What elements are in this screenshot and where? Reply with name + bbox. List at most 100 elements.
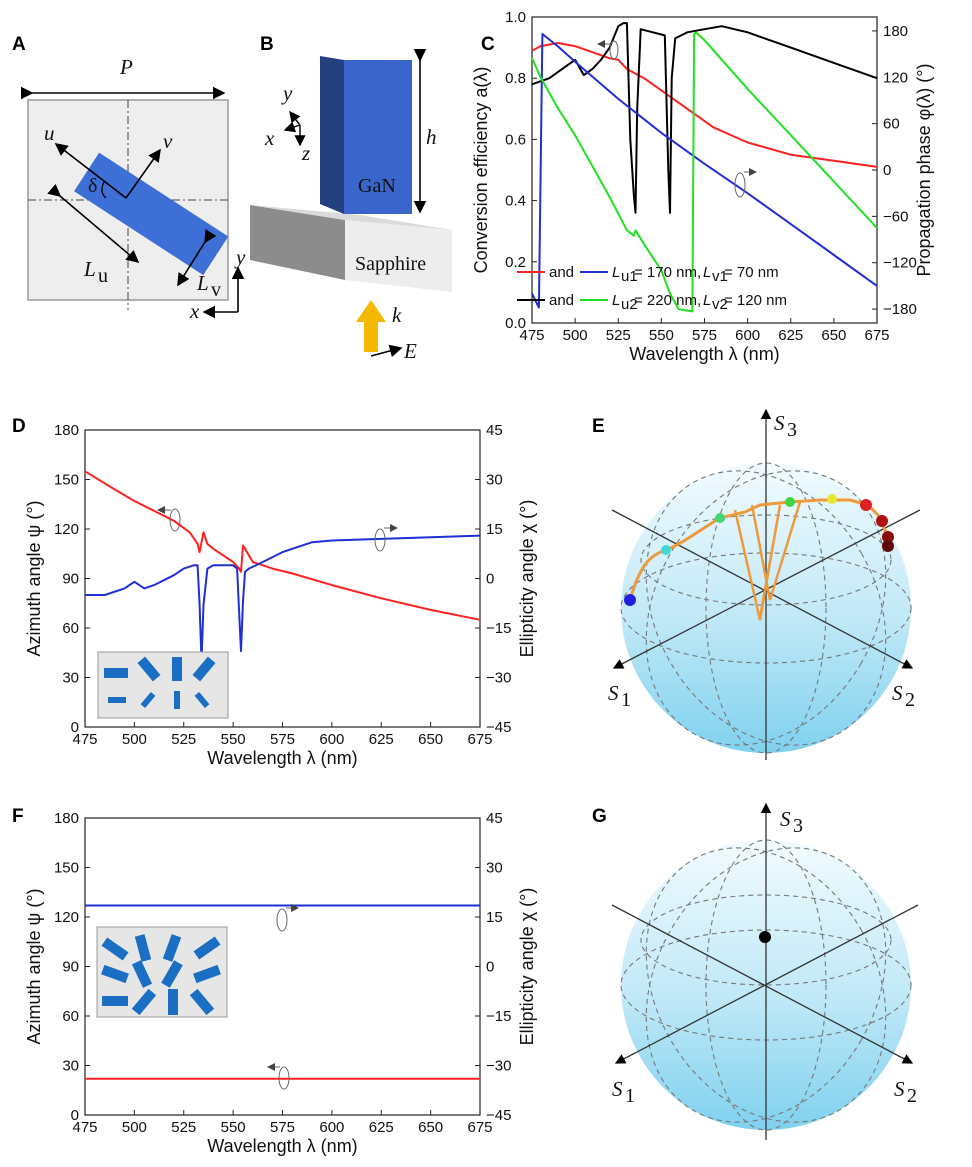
legend-2-param-v: = 120 nm [724, 292, 787, 309]
y-label: y [234, 245, 246, 269]
left-axis-marker-c [609, 40, 619, 60]
x-tick-label: 625 [369, 1119, 394, 1136]
y2-axis-label: Propagation phase φ(λ) (°) [914, 64, 934, 277]
y2-tick-label: 0 [486, 959, 494, 976]
legend-1-param-u: = 170 nm, [634, 264, 701, 281]
y2-tick-label: 45 [486, 810, 503, 827]
x-axis-label: Wavelength λ (nm) [629, 344, 779, 364]
panel-c: C 475 500 525 550 575 600 625 650 6750.00.20.40.… [471, 9, 934, 364]
inset-d-bar [172, 657, 182, 681]
k-arrow [356, 300, 386, 352]
x-tick-label: 475 [72, 1119, 97, 1136]
x-label: x [189, 299, 200, 323]
y-tick-label: 120 [54, 521, 79, 538]
series-line-4 [531, 31, 878, 313]
y2-tick-label: −15 [486, 1008, 511, 1025]
panel-g: G S 1 S 2 S 3 [592, 802, 919, 1140]
x-tick-label: 650 [821, 327, 846, 344]
y2-tick-label: 60 [883, 116, 900, 133]
trajectory-point [715, 513, 725, 523]
y-tick-label: 60 [62, 620, 79, 637]
panel-e: E S 1 S 2 S 3 [592, 408, 921, 760]
inset-f-bar [101, 964, 129, 984]
legend-2-sub-v: v2 [712, 296, 728, 313]
e-label: E [403, 339, 417, 363]
lu-arrow [47, 183, 140, 264]
y2-tick-label: 120 [883, 69, 908, 86]
k-label: k [392, 303, 402, 327]
height-label: h [426, 125, 437, 149]
s2-axis-g [611, 904, 914, 1064]
trajectory-point [624, 594, 636, 606]
series-line-2 [85, 534, 481, 662]
lu-sub: u [98, 265, 108, 287]
inset-f-bar [193, 964, 221, 984]
y-tick-label: 0.2 [505, 254, 526, 271]
y2-tick-label: −180 [883, 301, 917, 318]
series-line-1 [84, 470, 481, 621]
inset-d-bar [194, 691, 210, 709]
s2-label-e: S [892, 681, 903, 705]
substrate-front [345, 220, 452, 292]
s3-sub-e: 3 [787, 419, 797, 441]
y-tick-label: 0.8 [505, 70, 526, 87]
x-tick-label: 550 [221, 1119, 246, 1136]
y2-tick-label: 45 [486, 422, 503, 439]
x-tick-label: 575 [270, 1119, 295, 1136]
y-tick-label: 180 [54, 810, 79, 827]
panel-label-g: G [592, 806, 607, 827]
lu-label: L [83, 257, 96, 281]
pillar-front [344, 60, 412, 214]
panel-label-f: F [12, 806, 24, 827]
left-axis-marker-d [169, 508, 181, 532]
y2-tick-label: −30 [486, 1058, 511, 1075]
chart-f: 475 500 525 550 575 600 625 650 6750306090120150… [24, 810, 537, 1156]
panel-f: F 475 500 525 550 575 600 625 650 675 0 30 60 90 120 1… [12, 806, 537, 1156]
y2-tick-label: 15 [486, 909, 503, 926]
y-tick-label: 0.0 [505, 315, 526, 332]
x-tick-label: 625 [778, 327, 803, 344]
inset-f-bar [131, 988, 157, 1016]
b-z-label: z [301, 141, 310, 165]
x-tick-label: 550 [221, 731, 246, 748]
b-y-label: y [281, 81, 293, 105]
y-tick-label: 30 [62, 670, 79, 687]
inset-f-bar [134, 934, 152, 962]
y-tick-label: 120 [54, 909, 79, 926]
inset-f-bar [193, 936, 221, 960]
series-line-2 [531, 22, 878, 214]
sapphire-label: Sapphire [355, 253, 426, 275]
lv-label: L [196, 271, 209, 295]
panel-b: B GaN Sapphire h y x z k E [250, 34, 452, 363]
chart-c: 475 500 525 550 575 600 625 650 6750.00.20.40.60… [471, 9, 934, 364]
inset-d-bar [174, 691, 180, 709]
x-tick-label: 575 [692, 327, 717, 344]
inset-f-bar [101, 937, 129, 961]
x-tick-label: 475 [72, 731, 97, 748]
inset-f-bar [189, 988, 215, 1016]
legend-2-l2: L [703, 292, 711, 309]
inset-f-bar [162, 934, 182, 962]
panel-label-a: A [12, 34, 26, 55]
x-tick-label: 600 [319, 731, 344, 748]
lv-sub: v [211, 279, 221, 301]
right-axis-marker-c [734, 172, 746, 198]
inset-d-bar [108, 697, 126, 703]
panel-label-b: B [260, 34, 274, 55]
x-tick-label: 675 [864, 327, 889, 344]
x-tick-label: 675 [467, 1119, 492, 1136]
x-tick-label: 525 [606, 327, 631, 344]
y2-axis-label: Ellipticity angle χ (°) [517, 888, 537, 1046]
x-tick-label: 500 [563, 327, 588, 344]
x-tick-label: 500 [122, 731, 147, 748]
right-axis-marker-f [276, 908, 288, 932]
y-tick-label: 90 [62, 571, 79, 588]
y2-axis-label: Ellipticity angle χ (°) [517, 500, 537, 658]
x-tick-label: 650 [418, 731, 443, 748]
inset-f-bar [102, 996, 128, 1006]
trajectory-point [876, 515, 888, 527]
polarization-trajectory [628, 498, 890, 601]
y-tick-label: 30 [62, 1058, 79, 1075]
y2-tick-label: 180 [883, 23, 908, 40]
